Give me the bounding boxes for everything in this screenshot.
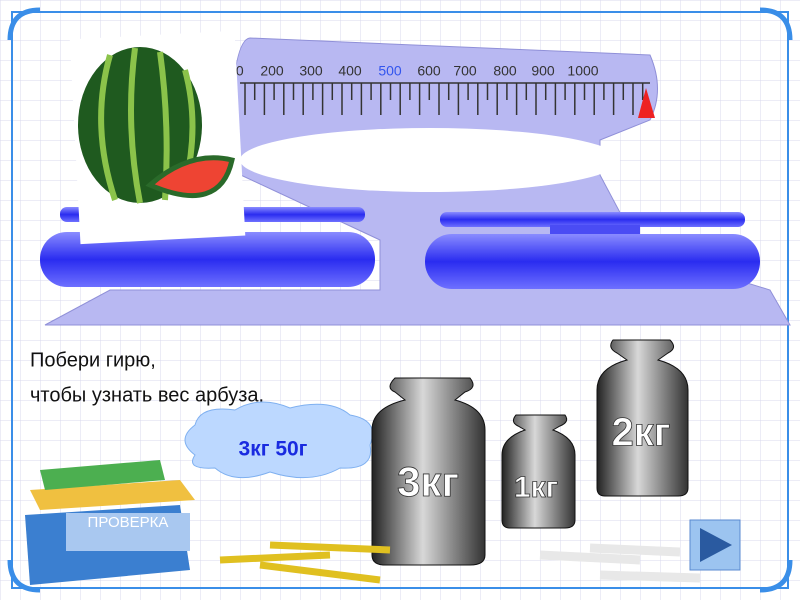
weight-label: 3кг xyxy=(397,458,459,505)
right-pan-stem xyxy=(550,225,640,235)
right-pan xyxy=(425,234,760,289)
weight-1kg[interactable] xyxy=(501,414,576,529)
check-button[interactable]: ПРОВЕРКА xyxy=(66,513,190,551)
weight-2kg[interactable] xyxy=(596,339,689,497)
scale-label: 200 xyxy=(260,63,284,79)
instruction-line: Побери гирю, xyxy=(30,349,156,371)
instruction-line: чтобы узнать вес арбуза. xyxy=(30,384,264,406)
frame xyxy=(11,11,789,589)
frame-corners xyxy=(7,7,793,593)
scale-label: 500 xyxy=(378,63,402,79)
scale-window xyxy=(240,128,620,192)
right-pan-top xyxy=(440,212,745,227)
scale-label: 1000 xyxy=(567,63,598,79)
weight-label: 1кг xyxy=(514,471,558,504)
weight-label: 2кг xyxy=(612,411,671,455)
scale-label: 700 xyxy=(453,63,477,79)
hint-cloud xyxy=(184,401,373,479)
scale-label: 300 xyxy=(299,63,323,79)
pointer xyxy=(638,88,655,118)
left-pan xyxy=(40,232,375,287)
watermelon-picture xyxy=(69,30,246,245)
tick-marks xyxy=(240,82,650,115)
scale-label: 800 xyxy=(493,63,517,79)
scale-label: 600 xyxy=(417,63,441,79)
scale-label: 900 xyxy=(531,63,555,79)
weight-3kg[interactable] xyxy=(371,377,486,566)
cloud-text: 3кг 50г xyxy=(239,438,308,461)
scale-label: 400 xyxy=(338,63,362,79)
next-arrow xyxy=(700,528,732,562)
